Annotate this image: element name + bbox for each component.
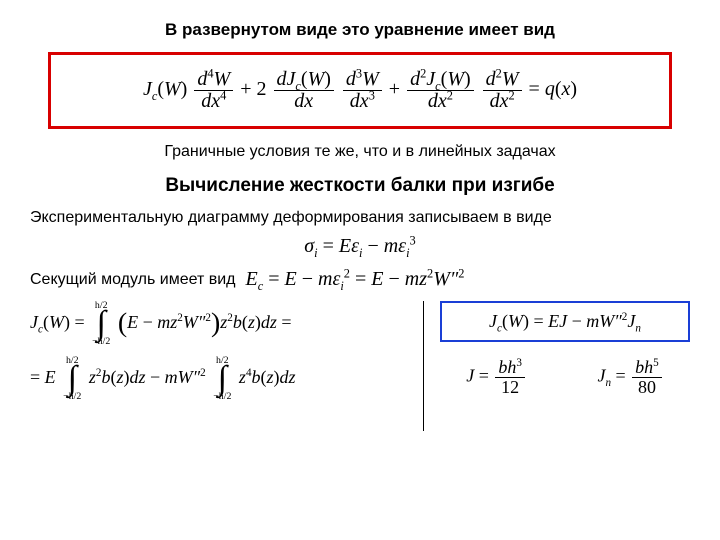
jn-formula: Jn = bh580 — [597, 358, 663, 397]
stress-strain-equation: σi = Eεi − mεi3 — [304, 235, 415, 257]
secant-modulus-text: Секущий модуль имеет вид — [30, 271, 236, 289]
jc-result-box: Jc(W) = EJ − mW″2Jn — [440, 301, 690, 342]
secant-modulus-equation: Ec = E − mεi2 = E − mz2W″2 — [246, 268, 465, 291]
left-integral-column: Jc(W) = h/2∫−h/2 (E − mz2W″2)z2b(z)dz = … — [30, 301, 407, 402]
jc-integral-line1: Jc(W) = h/2∫−h/2 (E − mz2W″2)z2b(z)dz = — [30, 301, 407, 346]
main-equation-box: Jc(W) d4Wdx4 + 2 dJc(W)dx d3Wdx3 + d2Jc(… — [48, 52, 672, 129]
jc-result-equation: Jc(W) = EJ − mW″2Jn — [489, 311, 641, 331]
j-formula: J = bh312 — [466, 358, 527, 397]
bottom-split-layout: Jc(W) = h/2∫−h/2 (E − mz2W″2)z2b(z)dz = … — [30, 301, 690, 431]
jc-integral-line2: = E h/2∫−h/2 z2b(z)dz − mW″2 h/2∫−h/2 z4… — [30, 356, 407, 401]
experimental-diagram-text: Экспериментальную диаграмму деформирован… — [30, 209, 690, 227]
boundary-conditions-text: Граничные условия те же, что и в линейны… — [30, 143, 690, 161]
vertical-divider — [423, 301, 424, 431]
right-results-column: Jc(W) = EJ − mW″2Jn J = bh312 Jn = bh580 — [440, 301, 690, 397]
section-title: Вычисление жесткости балки при изгибе — [30, 175, 690, 197]
main-pde-equation: Jc(W) d4Wdx4 + 2 dJc(W)dx d3Wdx3 + d2Jc(… — [143, 78, 577, 100]
page-title: В развернутом виде это уравнение имеет в… — [30, 20, 690, 40]
